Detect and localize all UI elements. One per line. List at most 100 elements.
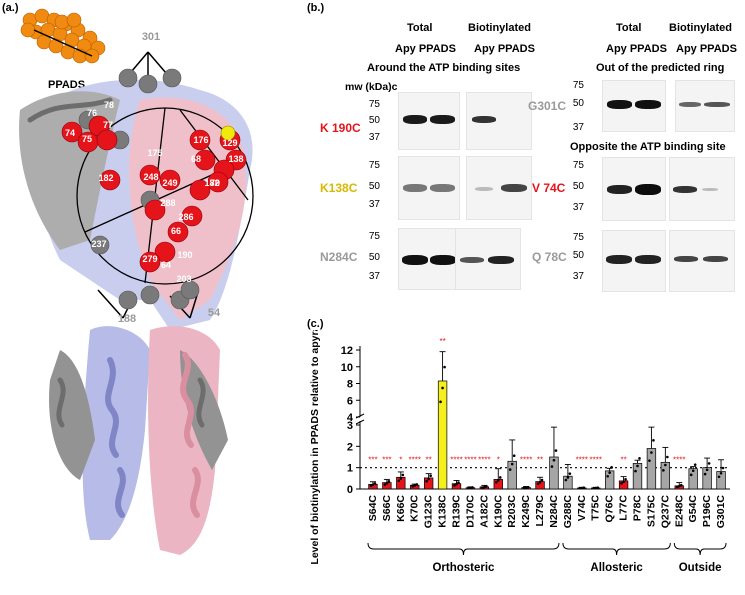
right-header-biotinylated: Biotinylated: [669, 22, 732, 34]
mw-tick: 37: [368, 271, 380, 282]
data-point: [524, 486, 528, 489]
residue-label: 190: [177, 250, 192, 260]
x-tick-label: G54C: [687, 495, 699, 523]
data-point: [369, 484, 373, 488]
residue-label: 175: [147, 148, 162, 158]
residue-label: 78: [104, 100, 114, 110]
data-point: [596, 486, 600, 490]
residue-sphere-grey: [118, 68, 138, 88]
data-point: [483, 485, 486, 489]
data-point: [566, 476, 570, 479]
protein-structure-figure: PPADS: [19, 8, 254, 555]
blot-name: N284C: [320, 250, 358, 264]
right-section-title-2: Opposite the ATP binding site: [570, 141, 726, 153]
blot-name: G301C: [528, 99, 567, 113]
residue-label: 74: [65, 128, 75, 138]
group-label: Allosteric: [590, 562, 643, 574]
data-point: [455, 482, 458, 486]
mw-tick: 75: [572, 160, 584, 171]
mw-tick: 50: [572, 98, 584, 109]
data-point: [415, 483, 419, 486]
data-point: [703, 472, 707, 476]
blot-name: K138C: [320, 181, 358, 195]
residue-sphere-grey: [140, 285, 160, 305]
data-point: [677, 484, 681, 488]
x-tick-label: A182C: [478, 495, 490, 528]
data-point: [508, 468, 512, 471]
x-tick-label: S175C: [645, 495, 657, 528]
x-tick-label: K249C: [520, 495, 532, 528]
data-point: [540, 478, 544, 482]
bar: [507, 460, 517, 490]
residue-label: 182: [204, 178, 219, 188]
x-tick-label: L77C: [618, 495, 630, 521]
residue-sphere-red: [154, 241, 176, 263]
group-bracket: [367, 542, 560, 556]
data-point: [648, 459, 651, 462]
data-point: [383, 483, 387, 486]
data-point: [592, 486, 596, 490]
ppads-label: PPADS: [48, 79, 85, 91]
data-point: [498, 476, 502, 479]
data-point: [554, 449, 558, 452]
data-point: [606, 475, 609, 478]
x-tick-label: G301C: [715, 495, 727, 529]
data-point: [717, 475, 721, 479]
residue-label: 76: [87, 108, 97, 118]
residue-sphere-grey: [162, 68, 182, 88]
right-header-apy-ppads-total: Apy PPADS: [606, 43, 667, 55]
significance-marker: ****: [450, 455, 462, 464]
data-point: [638, 456, 641, 460]
residue-sphere-red: [144, 199, 166, 221]
residue-sphere-grey: [180, 280, 200, 300]
data-point: [636, 464, 639, 468]
data-point: [707, 462, 711, 465]
data-point: [675, 485, 679, 489]
residue-label: 70: [210, 178, 220, 188]
y-tick-label: 12: [341, 345, 353, 357]
group-bracket: [673, 542, 727, 556]
data-point: [580, 486, 584, 490]
x-tick-label: K66C: [395, 495, 407, 522]
residue-label: 68: [191, 154, 201, 164]
data-point: [610, 465, 613, 469]
data-point: [443, 365, 446, 369]
mw-tick: 50: [572, 250, 584, 261]
significance-marker: **: [439, 337, 445, 346]
blot-total-lane: [398, 92, 460, 150]
residue-sphere-grey: [118, 290, 138, 310]
residue-sphere-red: [99, 169, 121, 191]
residue-sphere-red: [181, 205, 203, 227]
data-point: [536, 482, 540, 486]
ppads-atom: [20, 22, 36, 38]
data-point: [467, 486, 470, 490]
x-tick-label: R139C: [451, 495, 463, 528]
residue-sphere-red: [167, 221, 189, 243]
y-tick-label: 10: [341, 362, 353, 374]
residue-label: 237: [91, 239, 106, 249]
x-tick-label: Q237C: [659, 495, 671, 529]
residue-sphere-red: [139, 251, 161, 273]
data-point: [662, 469, 665, 472]
significance-marker: ***: [382, 455, 391, 464]
data-point: [522, 486, 526, 490]
mw-tick: 75: [368, 160, 380, 171]
residue-label: 75: [82, 134, 92, 144]
x-tick-label: N284C: [548, 495, 560, 528]
ppads-length-arrow: [33, 29, 93, 57]
significance-marker: ****: [576, 455, 588, 464]
significance-marker: **: [620, 455, 626, 464]
residue-sphere-red: [96, 129, 118, 151]
blot-biotin-lane: [669, 230, 735, 292]
x-tick-label: P78C: [632, 495, 644, 522]
y-tick-label: 2: [347, 441, 353, 453]
mw-tick: 75: [368, 231, 380, 242]
x-tick-label: D170C: [464, 495, 476, 528]
residue-label: 286: [178, 212, 193, 222]
residue-sphere-red: [61, 121, 83, 143]
data-point: [650, 451, 653, 454]
data-point: [679, 483, 683, 487]
residue-label: 182: [98, 173, 113, 183]
data-point: [373, 482, 377, 485]
data-point: [371, 483, 375, 487]
